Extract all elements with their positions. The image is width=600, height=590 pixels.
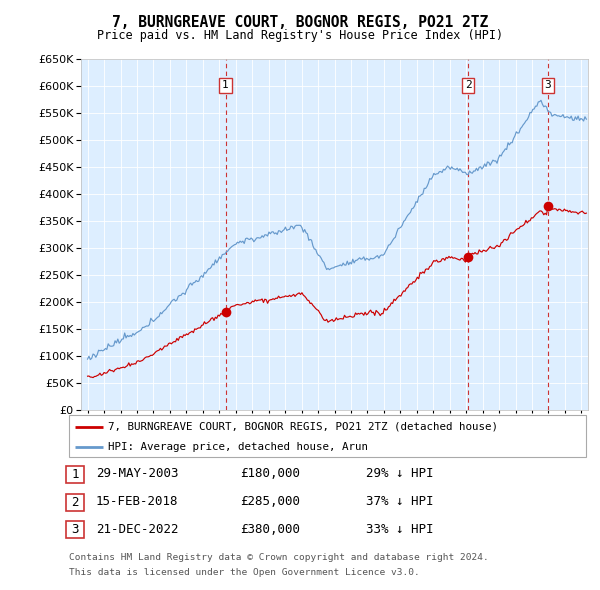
Text: HPI: Average price, detached house, Arun: HPI: Average price, detached house, Arun [108, 442, 368, 451]
Text: £380,000: £380,000 [240, 523, 300, 536]
Text: £180,000: £180,000 [240, 467, 300, 480]
Text: Price paid vs. HM Land Registry's House Price Index (HPI): Price paid vs. HM Land Registry's House … [97, 30, 503, 42]
Text: 1: 1 [222, 80, 229, 90]
Text: 3: 3 [71, 523, 79, 536]
Text: 29-MAY-2003: 29-MAY-2003 [96, 467, 179, 480]
Text: 7, BURNGREAVE COURT, BOGNOR REGIS, PO21 2TZ (detached house): 7, BURNGREAVE COURT, BOGNOR REGIS, PO21 … [108, 422, 498, 432]
Text: 33% ↓ HPI: 33% ↓ HPI [366, 523, 433, 536]
Text: Contains HM Land Registry data © Crown copyright and database right 2024.: Contains HM Land Registry data © Crown c… [69, 553, 489, 562]
Text: 2: 2 [465, 80, 472, 90]
Text: 1: 1 [71, 468, 79, 481]
Text: 15-FEB-2018: 15-FEB-2018 [96, 495, 179, 508]
Text: 3: 3 [544, 80, 551, 90]
Text: 2: 2 [71, 496, 79, 509]
Text: 7, BURNGREAVE COURT, BOGNOR REGIS, PO21 2TZ: 7, BURNGREAVE COURT, BOGNOR REGIS, PO21 … [112, 15, 488, 30]
Text: £285,000: £285,000 [240, 495, 300, 508]
Text: 29% ↓ HPI: 29% ↓ HPI [366, 467, 433, 480]
Text: This data is licensed under the Open Government Licence v3.0.: This data is licensed under the Open Gov… [69, 568, 420, 577]
Text: 21-DEC-2022: 21-DEC-2022 [96, 523, 179, 536]
Text: 37% ↓ HPI: 37% ↓ HPI [366, 495, 433, 508]
